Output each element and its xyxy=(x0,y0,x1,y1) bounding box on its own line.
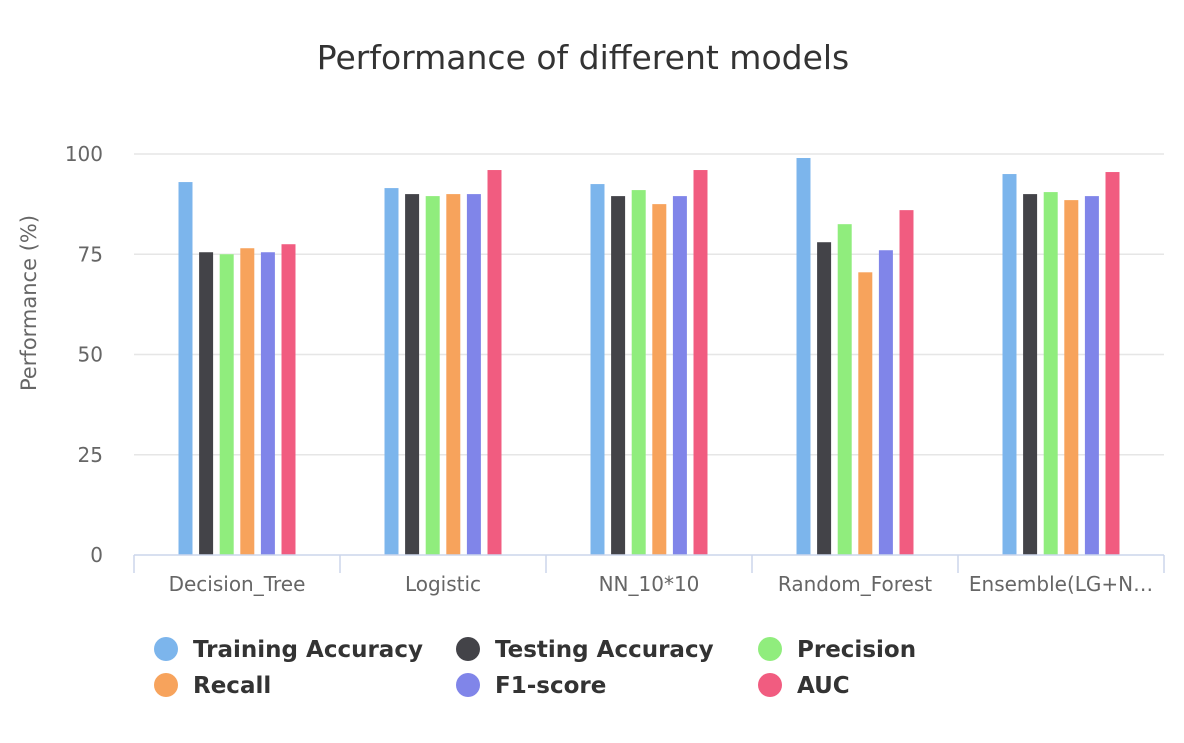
bar[interactable] xyxy=(260,252,275,555)
legend-item[interactable]: Testing Accuracy xyxy=(456,637,714,663)
legend-swatch xyxy=(456,637,480,661)
bar[interactable] xyxy=(178,182,193,555)
bar[interactable] xyxy=(199,252,214,555)
bar[interactable] xyxy=(1105,172,1120,556)
gridlines xyxy=(134,153,1164,456)
bars xyxy=(178,158,1120,556)
legend-item[interactable]: Training Accuracy xyxy=(154,637,423,663)
bar[interactable] xyxy=(672,196,687,556)
bar[interactable] xyxy=(878,250,893,556)
x-tick-label: Ensemble(LG+N… xyxy=(969,572,1153,596)
x-axis-ticks: Decision_Tree Logistic NN_10*10 Random_Fore… xyxy=(169,572,1154,596)
x-axis xyxy=(133,554,1165,573)
y-tick-label: 25 xyxy=(78,443,103,467)
legend-item[interactable]: Precision xyxy=(758,637,916,663)
bar[interactable] xyxy=(1064,200,1079,556)
y-axis-ticks: 0 25 50 75 100 xyxy=(65,142,103,567)
y-tick-label: 100 xyxy=(65,142,103,166)
bar[interactable] xyxy=(405,194,420,555)
chart-title: Performance of different models xyxy=(317,38,850,77)
legend-label: Precision xyxy=(797,637,916,663)
legend-swatch xyxy=(758,637,782,661)
bar[interactable] xyxy=(652,204,667,555)
legend-label: Testing Accuracy xyxy=(495,637,714,663)
bar[interactable] xyxy=(1002,174,1017,556)
x-tick-label: Logistic xyxy=(405,572,481,596)
y-tick-label: 0 xyxy=(90,543,103,567)
legend-label: AUC xyxy=(797,673,850,699)
bar[interactable] xyxy=(631,190,646,555)
x-tick-label: Decision_Tree xyxy=(169,572,306,596)
bar[interactable] xyxy=(281,244,296,555)
bar[interactable] xyxy=(425,196,440,556)
legend-label: F1-score xyxy=(495,673,606,699)
bar[interactable] xyxy=(693,170,708,556)
x-tick-label: NN_10*10 xyxy=(599,572,700,596)
bar[interactable] xyxy=(817,242,832,555)
legend-label: Training Accuracy xyxy=(193,637,423,663)
bar[interactable] xyxy=(240,248,255,556)
legend-swatch xyxy=(154,637,178,661)
y-axis-label: Performance (%) xyxy=(17,215,41,391)
bar[interactable] xyxy=(384,188,399,555)
bar[interactable] xyxy=(1023,194,1038,555)
bar[interactable] xyxy=(590,184,605,555)
legend-item[interactable]: F1-score xyxy=(456,673,606,699)
legend-swatch xyxy=(758,673,782,697)
bar[interactable] xyxy=(446,194,461,555)
bar[interactable] xyxy=(837,224,852,556)
y-tick-label: 75 xyxy=(78,242,103,266)
bar[interactable] xyxy=(466,194,481,555)
legend: Training Accuracy Testing Accuracy Precisi… xyxy=(154,637,916,699)
legend-item[interactable]: AUC xyxy=(758,673,850,699)
legend-swatch xyxy=(456,673,480,697)
bar[interactable] xyxy=(796,158,811,555)
x-tick-label: Random_Forest xyxy=(778,572,932,596)
bar[interactable] xyxy=(1043,192,1058,555)
bar[interactable] xyxy=(219,254,234,555)
bar[interactable] xyxy=(611,196,626,556)
bar[interactable] xyxy=(487,170,502,556)
bar[interactable] xyxy=(1084,196,1099,556)
legend-swatch xyxy=(154,673,178,697)
bar[interactable] xyxy=(899,210,914,555)
legend-item[interactable]: Recall xyxy=(154,673,271,699)
y-tick-label: 50 xyxy=(78,343,103,367)
bar[interactable] xyxy=(858,272,873,555)
legend-label: Recall xyxy=(193,673,271,699)
